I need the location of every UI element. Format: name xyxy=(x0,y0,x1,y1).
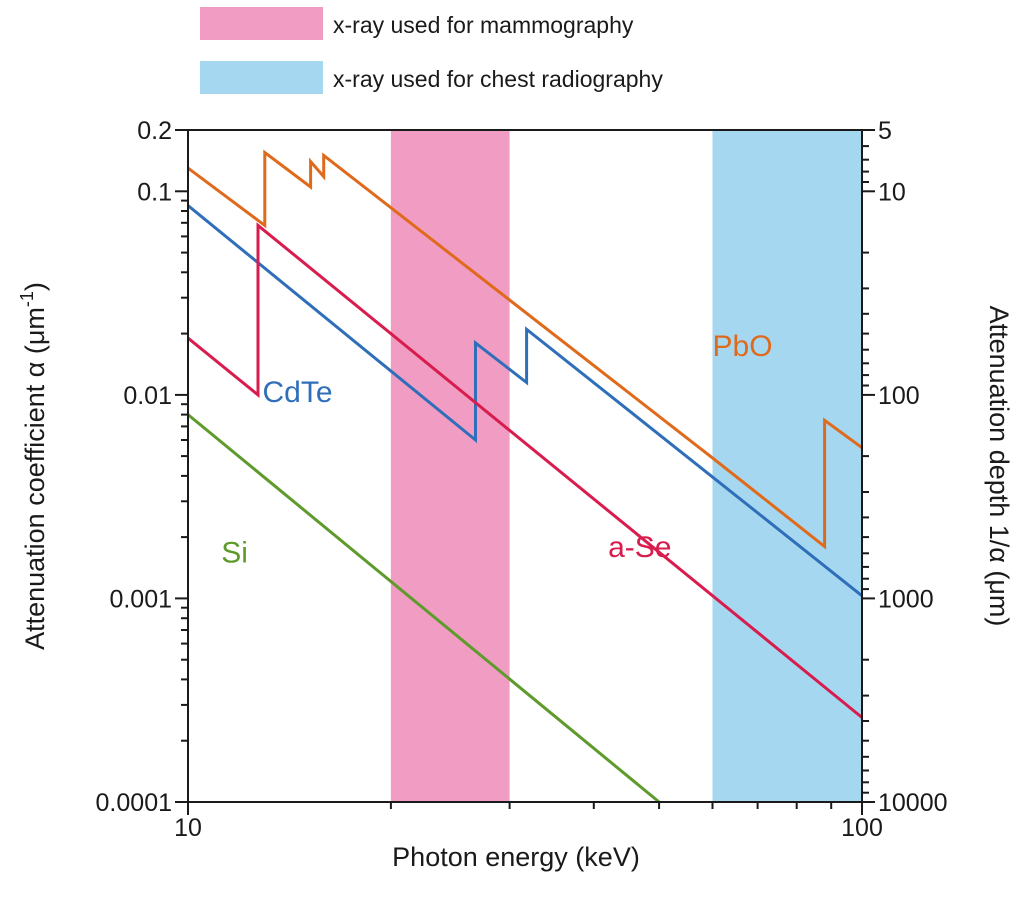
y-axis-title-main: Attenuation coefficient α (μm xyxy=(20,307,50,650)
x-tick-label-10: 10 xyxy=(174,814,202,842)
legend-text-chest: x-ray used for chest radiography xyxy=(333,66,663,92)
y-tick-label-0.01: 0.01 xyxy=(123,382,172,410)
band-mammography xyxy=(390,130,510,802)
plot-frame xyxy=(187,129,863,803)
series-line-a-se xyxy=(187,222,863,719)
y2-tick-label-5: 5 xyxy=(878,117,892,145)
series-label-si: Si xyxy=(221,537,248,570)
series-line-cdte xyxy=(187,204,863,597)
y-tick-label-0.001: 0.001 xyxy=(109,585,172,613)
y2-tick-label-10: 10 xyxy=(878,178,906,206)
series-label-cdte: CdTe xyxy=(263,376,333,409)
x-axis-title: Photon energy (keV) xyxy=(392,842,640,872)
y2-tick-label-1000: 1000 xyxy=(878,585,934,613)
tick-labels: 10 100 0.2 0.1 0.01 0.001 0.0001 5 10 10… xyxy=(96,117,948,842)
legend-text-mammography: x-ray used for mammography xyxy=(333,12,634,38)
y-axis-title: Attenuation coefficient α (μm-1) xyxy=(17,282,50,650)
y-axis-title-suffix: ) xyxy=(20,282,50,291)
legend: x-ray used for mammography x-ray used fo… xyxy=(200,7,663,94)
series-line-si xyxy=(187,413,661,804)
y2-tick-label-10000: 10000 xyxy=(878,789,948,817)
series-label-a-se: a-Se xyxy=(608,531,671,564)
y-tick-label-0.2: 0.2 xyxy=(137,117,172,145)
legend-swatch-mammography xyxy=(200,7,323,40)
y-axis-title-sup: -1 xyxy=(17,291,37,307)
y2-axis-title: Attenuation depth 1/α (μm) xyxy=(984,306,1014,627)
series-line-pbo xyxy=(187,149,863,550)
y-tick-label-0.1: 0.1 xyxy=(137,178,172,206)
legend-swatch-chest xyxy=(200,61,323,94)
axis-ticks xyxy=(175,129,875,815)
plot-area: PbO CdTe a-Se Si xyxy=(187,129,863,804)
x-tick-label-100: 100 xyxy=(841,814,883,842)
y2-tick-label-100: 100 xyxy=(878,382,920,410)
series-label-pbo: PbO xyxy=(713,330,773,363)
y-tick-label-0.0001: 0.0001 xyxy=(96,789,172,817)
band-chest-radiography xyxy=(712,130,862,802)
